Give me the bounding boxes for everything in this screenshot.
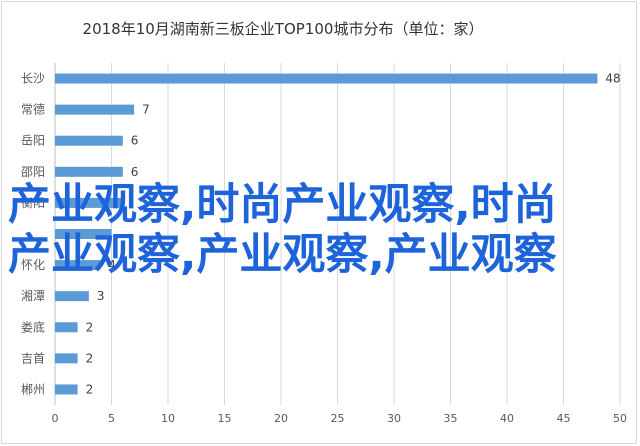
x-tick-label: 40: [500, 412, 514, 425]
category-label: 岳阳: [21, 134, 45, 148]
bar: [55, 229, 112, 239]
category-label: 邵阳: [21, 165, 45, 179]
x-tick-label: 0: [52, 412, 59, 425]
bar: [55, 353, 78, 364]
data-label: 48: [605, 72, 620, 86]
data-label: 2: [86, 351, 94, 365]
bar: [55, 291, 89, 302]
category-label: 郴州: [21, 382, 45, 396]
category-label: 湘潭: [21, 288, 45, 303]
data-label: 2: [86, 320, 94, 334]
category-label: 怀化: [21, 258, 45, 272]
x-tick-label: 5: [108, 412, 115, 425]
data-label: 2: [86, 382, 94, 396]
x-tick-label: 15: [218, 412, 232, 425]
bar: [55, 260, 101, 271]
category-label: 娄底: [21, 319, 45, 334]
category-label: 长沙: [21, 72, 45, 86]
watermark-line-1: 产业观察,时尚产业观察,时尚: [8, 180, 557, 230]
bar: [55, 322, 78, 333]
x-tick-label: 30: [387, 412, 401, 425]
data-label: 7: [142, 103, 150, 117]
data-label: 6: [131, 134, 139, 148]
category-label: 吉首: [21, 351, 45, 365]
data-label: 3: [97, 289, 105, 303]
chart-title: 2018年10月湖南新三板企业TOP100城市分布（单位：家）: [82, 20, 484, 38]
x-tick-label: 10: [161, 412, 175, 425]
bar: [55, 197, 123, 208]
watermark-line-2: 产业观察,产业观察,产业观察: [8, 230, 557, 280]
x-tick-label: 50: [613, 412, 627, 425]
x-tick-label: 20: [274, 412, 288, 425]
bar: [55, 166, 123, 177]
category-label: 常德: [21, 102, 45, 117]
x-tick-label: 35: [444, 412, 458, 425]
watermark-overlay: 产业观察,时尚产业观察,时尚 产业观察,产业观察,产业观察: [8, 180, 608, 280]
data-label: 6: [131, 165, 139, 179]
category-label: 衡阳: [21, 196, 45, 210]
data-label: 4: [108, 258, 116, 272]
bar: [55, 135, 123, 146]
bar: [55, 384, 78, 395]
bar: [55, 73, 598, 84]
x-tick-label: 45: [557, 412, 571, 425]
bar: [55, 104, 135, 115]
x-tick-label: 25: [331, 412, 345, 425]
